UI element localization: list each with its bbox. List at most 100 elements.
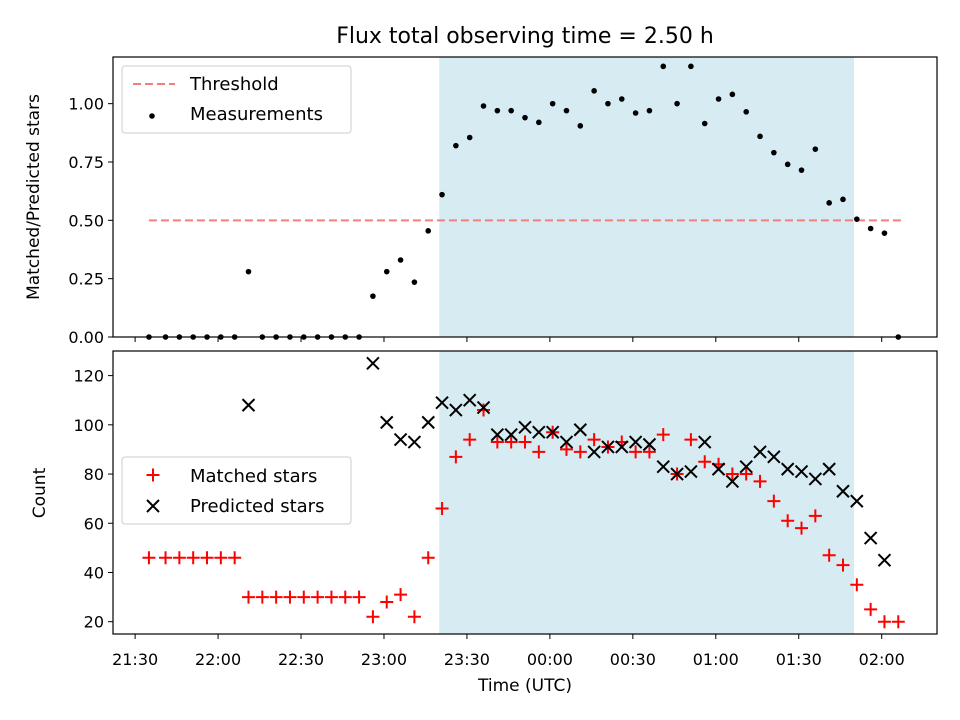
x-tick-label: 22:00 (195, 650, 241, 669)
top-y-tick-label: 0.00 (68, 328, 104, 347)
matched-stars-point (200, 551, 214, 565)
top-y-axis-label: Matched/Predicted stars (24, 94, 44, 300)
matched-stars-point (629, 445, 643, 459)
predicted-stars-point (407, 435, 422, 449)
measurements-point (867, 225, 874, 232)
shade-layer (439, 57, 855, 634)
measurements-point (826, 200, 832, 206)
measurements-point (591, 88, 597, 94)
bottom-legend: Matched stars Predicted stars (121, 456, 352, 525)
panel-frames (112, 56, 938, 635)
measurements-point (466, 134, 473, 141)
predicted-stars-point (601, 440, 615, 454)
x-tick-label: 01:30 (776, 650, 822, 669)
bottom-y-axis-label: Count (30, 467, 50, 518)
x-tick-label: 02:00 (859, 650, 905, 669)
predicted-stars-point (559, 435, 574, 449)
predicted-stars-point (615, 440, 629, 454)
matched-stars-point (504, 435, 518, 449)
measurements-point (605, 100, 611, 107)
matched-stars-point (795, 521, 809, 535)
measurements-point (508, 107, 514, 114)
x-tick-label: 22:30 (278, 650, 324, 669)
predicted-stars-point (808, 472, 823, 486)
bottom-y-tick-label: 80 (84, 465, 104, 484)
matched-stars-point (283, 590, 297, 604)
predicted-stars-point (850, 494, 864, 508)
measurements-point (397, 257, 404, 263)
matched-stars-point (850, 578, 864, 592)
predicted-stars-point (241, 398, 256, 412)
matched-stars-point (142, 551, 156, 565)
measurements-point (425, 228, 432, 234)
matched-stars-point (324, 590, 338, 604)
matched-stars-point (269, 590, 283, 604)
predicted-stars-point (393, 432, 408, 447)
x-tick-label: 00:00 (527, 650, 573, 669)
bottom-panel-marks (142, 356, 905, 629)
matched-stars-point (297, 590, 311, 604)
measurements-point (370, 293, 376, 299)
matched-stars-point (518, 435, 532, 449)
matched-stars-point (449, 450, 463, 464)
matched-stars-point (435, 501, 449, 515)
matched-stars-point (407, 610, 421, 624)
matched-stars-point (172, 551, 186, 565)
matched-stars-point (477, 403, 491, 417)
x-tick-label: 21:30 (112, 650, 158, 669)
measurements-point (453, 142, 459, 149)
matched-stars-point (808, 509, 822, 523)
measurements-point (563, 107, 570, 114)
measurements-point (646, 107, 653, 114)
matched-stars-point (642, 445, 656, 459)
measurements-point (771, 149, 777, 156)
measurements-point (784, 161, 791, 168)
measurements-point (494, 107, 501, 114)
predicted-stars-point (767, 450, 781, 464)
predicted-stars-point (421, 415, 435, 430)
predicted-stars-point (642, 437, 657, 452)
legend-measurements-label: Measurements (190, 104, 323, 125)
measurements-point (743, 109, 750, 115)
predicted-stars-point (863, 531, 878, 545)
measurements-point (674, 100, 680, 107)
bottom-legend-box (121, 456, 352, 525)
predicted-stars-point (518, 420, 532, 434)
top-y-tick-label: 0.25 (68, 270, 104, 289)
measurements-point (536, 119, 542, 126)
measurements-point (411, 279, 418, 285)
measurements-point (577, 123, 584, 129)
top-y-tick-label: 1.00 (68, 95, 104, 114)
legend-matched-swatch (146, 468, 160, 482)
legend-threshold-label: Threshold (189, 74, 279, 95)
matched-stars-point (822, 548, 836, 562)
measurements-point (245, 268, 252, 275)
matched-stars-point (255, 590, 269, 604)
predicted-stars-point (753, 445, 767, 459)
predicted-stars-point (628, 435, 643, 449)
predicted-stars-point (822, 462, 836, 476)
matched-stars-point (366, 610, 380, 624)
predicted-stars-point (366, 356, 380, 371)
measurements-point (881, 230, 888, 236)
matched-stars-point (490, 435, 504, 449)
predicted-stars-point (794, 464, 809, 479)
measurements-point (715, 96, 722, 102)
measurements-point (632, 110, 639, 116)
predicted-stars-point (587, 445, 601, 459)
matched-stars-point (767, 494, 781, 508)
matched-stars-point (421, 551, 435, 565)
measurements-point (757, 133, 763, 140)
predicted-stars-point (449, 403, 463, 417)
matched-stars-point (781, 514, 795, 528)
predicted-stars-point (698, 435, 712, 449)
legend-predicted-label: Predicted stars (190, 496, 324, 517)
legend-matched-label: Matched stars (190, 466, 317, 487)
measurements-point (701, 120, 708, 127)
predicted-stars-point (836, 484, 850, 498)
matched-stars-point (698, 455, 712, 469)
measurements-point (688, 63, 694, 70)
bottom-y-tick-label: 120 (73, 367, 104, 386)
measurements-point (854, 216, 860, 222)
